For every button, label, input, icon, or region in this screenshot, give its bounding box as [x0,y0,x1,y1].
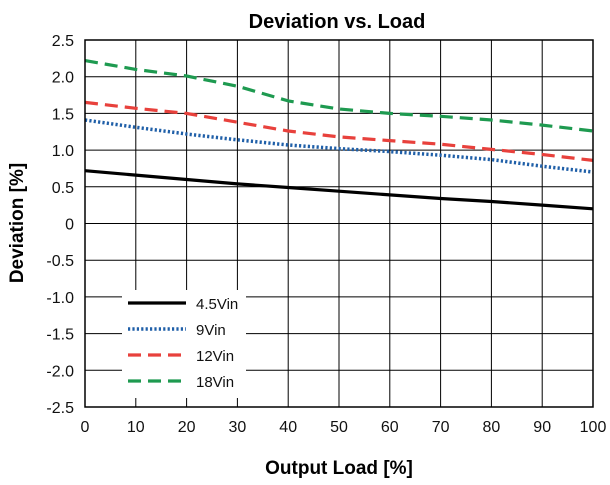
x-tick-label: 0 [81,419,90,436]
x-tick-labels: 0 10 20 30 40 50 60 70 80 90 100 [81,419,607,436]
series-line-4.5vin [84,169,594,211]
x-tick-label: 80 [483,419,501,436]
legend-label: 12Vin [196,348,234,365]
series-line-9vin [84,118,594,174]
x-tick-label: 10 [127,419,145,436]
x-tick-label: 50 [330,419,348,436]
legend-box [122,290,246,398]
x-tick-label: 90 [533,419,551,436]
x-axis-title: Output Load [%] [265,458,413,479]
y-tick-label: -1.0 [46,290,74,307]
y-tick-label: 0.5 [52,180,74,197]
series-lines [84,59,594,211]
legend: 4.5Vin 9Vin 12Vin 18Vin [122,290,246,398]
y-tick-label: -0.5 [46,253,74,270]
legend-label: 18Vin [196,374,234,391]
x-tick-label: 70 [432,419,450,436]
y-tick-label: 1.5 [52,106,74,123]
x-tick-label: 100 [580,419,607,436]
x-tick-label: 30 [229,419,247,436]
y-tick-label: 2.0 [52,70,74,87]
legend-label: 9Vin [196,322,226,339]
y-tick-label: 2.5 [52,33,74,50]
y-tick-labels: 2.5 2.0 1.5 1.0 0.5 0 -0.5 -1.0 -1.5 -2.0 -2.5 [46,33,74,417]
legend-label: 4.5Vin [196,296,238,313]
y-tick-label: -2.5 [46,400,74,417]
y-tick-label: -1.5 [46,327,74,344]
y-axis-title: Deviation [%] [7,163,28,283]
chart-title: Deviation vs. Load [249,11,426,33]
y-tick-label: 1.0 [52,143,74,160]
y-tick-label: 0 [65,217,74,234]
x-tick-label: 40 [279,419,297,436]
plot-frame [84,39,594,408]
x-tick-label: 60 [381,419,399,436]
x-tick-label: 20 [178,419,196,436]
y-tick-label: -2.0 [46,363,74,380]
series-line-18vin [84,59,594,133]
series-line-12vin [84,100,594,162]
